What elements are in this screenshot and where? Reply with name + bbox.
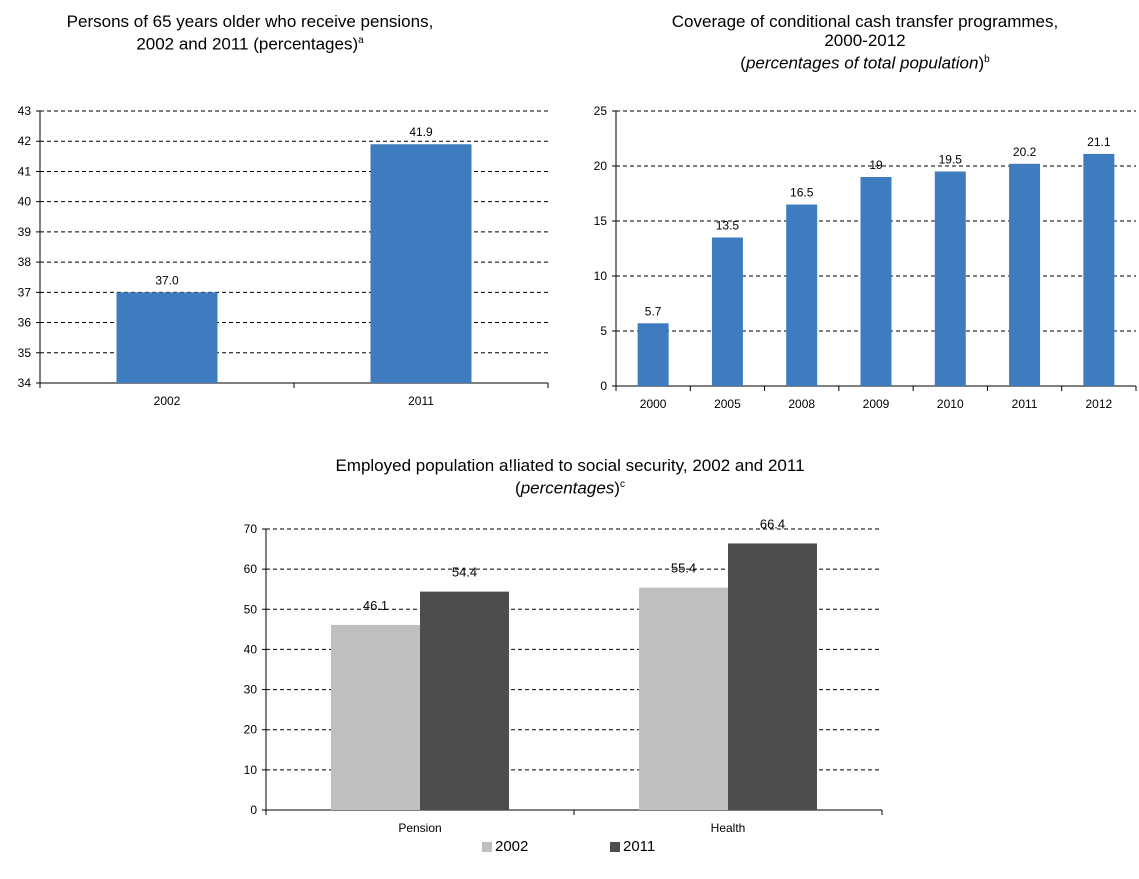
- chart2-data-label: 20.2: [1013, 145, 1037, 159]
- chart2-bar: [786, 204, 818, 386]
- chart1-ytick-label: 42: [18, 134, 32, 148]
- chart1-title-line1: Persons of 65 years older who receive pe…: [66, 12, 434, 31]
- chart3-title-line1: Employed population a!liated to social s…: [335, 456, 805, 475]
- chart1-xtick-label: 2011: [408, 394, 434, 408]
- chart3-bar: [331, 624, 420, 810]
- chart3-ytick-label: 40: [244, 642, 258, 656]
- chart2-ytick-label: 5: [600, 324, 607, 338]
- chart2-data-label: 21.1: [1087, 135, 1111, 149]
- chart2-bar: [1009, 163, 1041, 386]
- chart2-xtick-label: 2009: [863, 397, 890, 411]
- chart1-title: Persons of 65 years older who receive pe…: [20, 12, 480, 54]
- chart1-ytick-label: 34: [18, 376, 32, 390]
- chart2-xtick-label: 2012: [1086, 397, 1113, 411]
- chart2-bar: [711, 237, 743, 386]
- chart1-bar: [116, 292, 218, 383]
- legend-item-2002: 2002: [482, 838, 528, 855]
- chart3-bar: [639, 587, 728, 810]
- chart2-title-note: b: [984, 54, 990, 65]
- chart3-bar: [728, 543, 817, 810]
- chart3-title-note: c: [619, 479, 625, 490]
- chart2-xtick-label: 2010: [937, 397, 964, 411]
- chart1-title-line2-wrap: 2002 and 2011 (percentages)a: [20, 31, 480, 54]
- chart3-data-label: 54.4: [452, 565, 477, 580]
- chart2-data-label: 19.5: [939, 153, 963, 167]
- chart1-title-line2: 2002 and 2011 (percentages): [136, 34, 359, 54]
- chart2-title-line3-wrap: (percentages of total population)b: [740, 53, 990, 73]
- chart2-data-label: 16.5: [790, 186, 814, 200]
- chart3-ytick-label: 50: [244, 602, 258, 616]
- chart2-data-label: 13.5: [716, 219, 740, 233]
- chart3-xtick-label: Pension: [398, 821, 441, 835]
- chart3-ytick-label: 60: [244, 562, 258, 576]
- chart1-ytick-label: 38: [18, 255, 32, 269]
- chart3-title-line2-wrap: (percentages)c: [515, 478, 625, 498]
- chart2-xtick-label: 2011: [1012, 397, 1038, 411]
- chart3-data-label: 66.4: [760, 516, 785, 531]
- chart1-ytick-label: 36: [18, 316, 32, 330]
- chart2-bar: [1083, 153, 1115, 386]
- legend-swatch-2011: [610, 841, 620, 852]
- chart3-xtick-label: Health: [711, 821, 746, 835]
- legend-label-2002: 2002: [495, 838, 529, 855]
- chart2-title: Coverage of conditional cash transfer pr…: [600, 12, 1130, 73]
- chart3-title-line2: percentages: [520, 478, 615, 498]
- chart2-data-label: 19: [869, 158, 883, 172]
- chart3-ytick-label: 10: [244, 763, 258, 777]
- chart3-legend: 2002 2011: [0, 838, 1139, 862]
- chart2-bar: [934, 171, 966, 386]
- legend-item-2011: 2011: [610, 838, 655, 855]
- chart1-ytick-label: 40: [18, 195, 32, 209]
- chart1-data-label: 37.0: [155, 273, 179, 287]
- chart2-xtick-label: 2005: [714, 397, 741, 411]
- chart3-ytick-label: 0: [250, 803, 257, 817]
- legend-label-2011: 2011: [623, 838, 656, 855]
- chart1-ytick-label: 41: [18, 164, 32, 178]
- chart2-ytick-label: 25: [594, 104, 608, 118]
- chart3-data-label: 46.1: [363, 598, 388, 613]
- chart3-data-label: 55.4: [671, 561, 696, 576]
- chart2-data-label: 5.7: [645, 304, 662, 318]
- chart2-ytick-label: 10: [594, 269, 608, 283]
- chart2-xtick-label: 2008: [788, 397, 815, 411]
- chart1-ytick-label: 35: [18, 346, 32, 360]
- chart3-ytick-label: 20: [244, 723, 258, 737]
- chart2-ytick-label: 15: [594, 214, 608, 228]
- chart1-ytick-label: 39: [18, 225, 32, 239]
- chart1-data-label: 41.9: [409, 125, 433, 139]
- chart2-bar: [637, 323, 669, 386]
- chart2-ytick-label: 0: [600, 379, 607, 393]
- chart1-bar: [370, 144, 472, 383]
- chart1-title-note: a: [358, 35, 364, 46]
- chart3-ytick-label: 70: [244, 522, 258, 536]
- chart1-ytick-label: 37: [18, 285, 32, 299]
- chart2-title-line1: Coverage of conditional cash transfer pr…: [671, 12, 1059, 31]
- chart1-ytick-label: 43: [18, 104, 32, 118]
- chart1-xtick-label: 2002: [154, 394, 181, 408]
- legend-swatch-2002: [482, 841, 492, 852]
- chart2-bar: [860, 177, 892, 386]
- chart2-ytick-label: 20: [594, 159, 608, 173]
- chart3-bar: [420, 591, 509, 810]
- chart2-title-line2: 2000-2012: [824, 31, 906, 50]
- chart3-ytick-label: 30: [244, 683, 258, 697]
- chart3-title: Employed population a!liated to social s…: [200, 456, 940, 498]
- chart2-xtick-label: 2000: [640, 397, 667, 411]
- chart2-title-line3: percentages of total population: [745, 53, 979, 73]
